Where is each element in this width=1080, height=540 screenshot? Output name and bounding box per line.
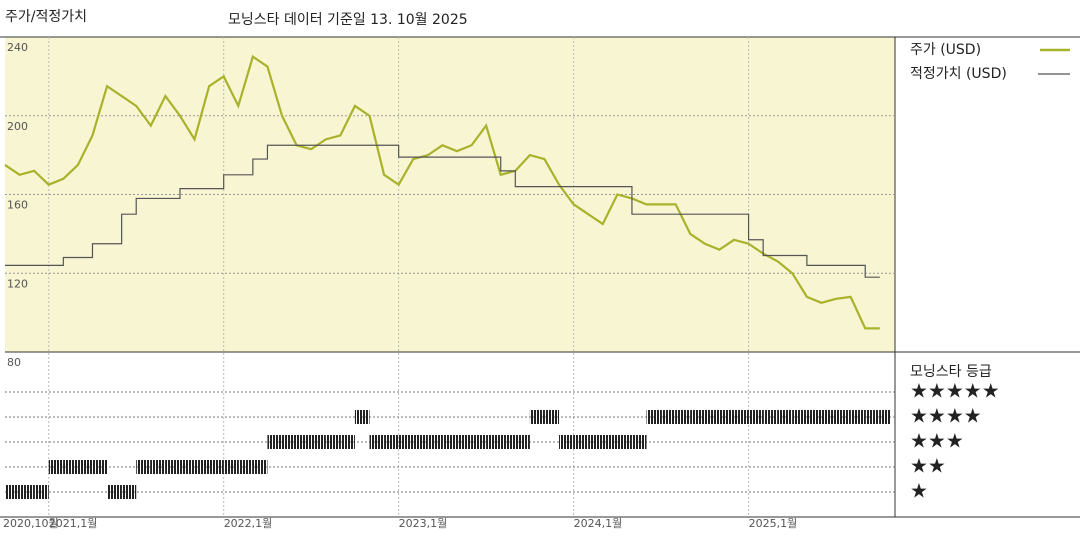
rating-mark	[384, 435, 399, 449]
rating-mark	[631, 435, 647, 449]
rating-mark	[515, 435, 530, 449]
x-tick-label: 2024,1월	[574, 517, 623, 530]
y-tick-label: 80	[7, 356, 21, 369]
rating-label: ★★★★★	[910, 379, 1000, 403]
rating-mark	[471, 435, 487, 449]
rating-mark	[48, 460, 64, 474]
x-tick-label: 2022,1월	[224, 517, 273, 530]
x-tick-label: 2020,10월	[3, 517, 59, 530]
rating-mark	[690, 410, 705, 424]
rating-mark	[486, 435, 501, 449]
legend-label: 적정가치 (USD)	[910, 66, 1007, 82]
rating-label: ★★	[910, 454, 946, 478]
rating-mark	[777, 410, 793, 424]
rating-mark	[107, 485, 122, 499]
rating-mark	[34, 485, 49, 499]
rating-mark	[296, 435, 312, 449]
rating-mark	[136, 460, 151, 474]
rating-mark	[865, 410, 880, 424]
x-tick-label: 2025,1월	[749, 517, 798, 530]
rating-mark	[150, 460, 166, 474]
rating-mark	[573, 435, 589, 449]
rating-label: ★★★★	[910, 404, 982, 428]
rating-mark	[267, 435, 283, 449]
rating-mark	[63, 460, 78, 474]
rating-mark	[704, 410, 720, 424]
rating-mark	[427, 435, 443, 449]
x-tick-label: 2023,1월	[399, 517, 448, 530]
y-tick-label: 200	[7, 120, 28, 133]
rating-mark	[836, 410, 851, 424]
rating-mark	[675, 410, 691, 424]
rating-mark	[456, 435, 472, 449]
fair-value-line	[5, 144, 880, 278]
rating-mark	[413, 435, 428, 449]
rating-mark	[325, 435, 341, 449]
rating-mark	[559, 435, 574, 449]
rating-mark	[252, 460, 268, 474]
rating-mark	[282, 435, 297, 449]
rating-mark	[165, 460, 180, 474]
rating-mark	[661, 410, 676, 424]
rating-mark	[92, 460, 108, 474]
rating-label: ★	[910, 479, 928, 503]
rating-mark	[544, 410, 560, 424]
rating-mark	[19, 485, 35, 499]
y-tick-label: 120	[7, 277, 28, 290]
rating-mark	[748, 410, 764, 424]
y-tick-label: 240	[7, 41, 28, 54]
rating-mark	[77, 460, 93, 474]
rating-mark	[646, 410, 662, 424]
rating-mark	[179, 460, 195, 474]
rating-mark	[340, 435, 355, 449]
rating-mark	[238, 460, 253, 474]
rating-label: ★★★	[910, 429, 964, 453]
rating-mark	[121, 485, 137, 499]
rating-mark	[209, 460, 224, 474]
y-tick-label: 160	[7, 199, 28, 212]
legend-label: 주가 (USD)	[910, 42, 981, 58]
rating-mark	[5, 485, 20, 499]
rating-mark	[763, 410, 778, 424]
rating-mark	[223, 460, 239, 474]
rating-mark	[588, 435, 603, 449]
x-tick-label: 2021,1월	[49, 517, 98, 530]
rating-mark	[194, 460, 210, 474]
rating-mark	[734, 410, 749, 424]
rating-mark	[529, 410, 545, 424]
rating-mark	[821, 410, 837, 424]
rating-mark	[792, 410, 807, 424]
price-line	[4, 54, 880, 330]
rating-mark	[311, 435, 326, 449]
chart-title: 주가/적정가치	[5, 9, 87, 25]
rating-mark	[398, 435, 414, 449]
rating-mark	[602, 435, 618, 449]
rating-mark	[879, 410, 890, 424]
rating-mark	[617, 435, 632, 449]
rating-title: 모닝스타 등급	[910, 364, 992, 380]
rating-mark	[354, 410, 370, 424]
rating-mark	[500, 435, 516, 449]
rating-mark	[719, 410, 734, 424]
rating-mark	[806, 410, 822, 424]
chart-subtitle: 모닝스타 데이터 기준일 13. 10월 2025	[228, 12, 468, 28]
rating-mark	[369, 435, 385, 449]
rating-mark	[442, 435, 457, 449]
rating-mark	[850, 410, 866, 424]
